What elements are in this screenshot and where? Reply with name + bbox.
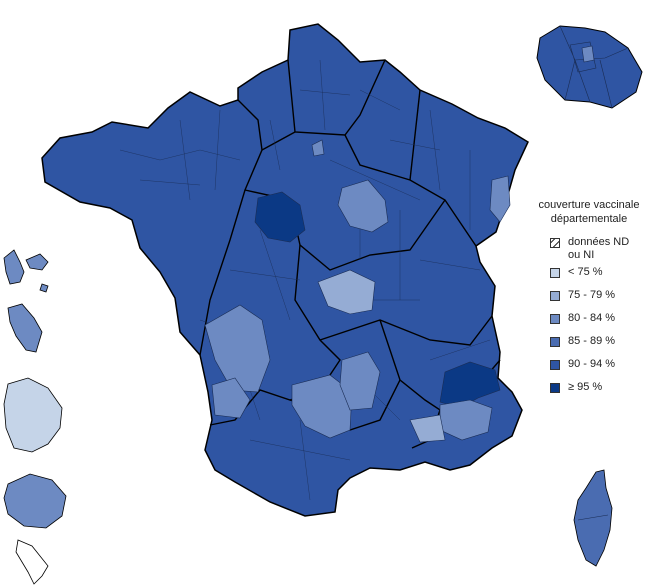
legend-label-line1: < 75 % bbox=[568, 266, 603, 278]
ile-de-france-inset bbox=[536, 25, 643, 109]
legend-label: 80 - 84 % bbox=[568, 312, 615, 325]
legend-label: ≥ 95 % bbox=[568, 381, 602, 394]
department-mid-east bbox=[337, 179, 389, 233]
legend-item: < 75 % bbox=[532, 266, 646, 289]
legend-label-line1: 80 - 84 % bbox=[568, 312, 616, 324]
ile-de-france-borders bbox=[559, 25, 629, 109]
department-light-provence bbox=[409, 414, 446, 443]
legend: couverture vaccinale départementale donn… bbox=[532, 198, 646, 404]
department-mid-midipyrenees bbox=[291, 374, 353, 439]
department-mid-lozere bbox=[339, 351, 381, 411]
legend-item: 75 - 79 % bbox=[532, 289, 646, 312]
legend-label: < 75 % bbox=[568, 266, 603, 279]
department-very-high-centre bbox=[254, 191, 306, 243]
legend-swatch bbox=[550, 383, 560, 393]
legend-swatch bbox=[550, 291, 560, 301]
legend-swatch bbox=[550, 360, 560, 370]
department-mid-southwest bbox=[211, 377, 251, 419]
mayotte bbox=[15, 539, 49, 585]
department-mid-limousin bbox=[204, 304, 271, 393]
legend-title: couverture vaccinale départementale bbox=[532, 198, 646, 226]
legend-item: données ND ou NI bbox=[532, 236, 646, 266]
department-mid-alsace bbox=[489, 175, 511, 223]
department-mid-paris bbox=[311, 139, 325, 157]
department-light-auvergne bbox=[317, 269, 376, 315]
corse bbox=[573, 469, 613, 567]
legend-item: 85 - 89 % bbox=[532, 335, 646, 358]
legend-item: ≥ 95 % bbox=[532, 381, 646, 404]
legend-label: 90 - 94 % bbox=[568, 358, 615, 371]
legend-title-line2: départementale bbox=[550, 213, 628, 225]
martinique bbox=[7, 303, 43, 353]
legend-label: données ND ou NI bbox=[568, 236, 629, 262]
guyane bbox=[3, 377, 63, 453]
paris-inner-dept bbox=[581, 45, 595, 63]
legend-label-line1: ≥ 95 % bbox=[568, 381, 603, 393]
legend-label-line1: données ND bbox=[568, 236, 630, 248]
legend-label-line1: 75 - 79 % bbox=[568, 289, 616, 301]
legend-swatch bbox=[550, 268, 560, 278]
department-very-high-alps bbox=[439, 361, 501, 409]
legend-label-line2: ou NI bbox=[568, 249, 595, 261]
legend-label: 75 - 79 % bbox=[568, 289, 615, 302]
legend-label: 85 - 89 % bbox=[568, 335, 615, 348]
legend-swatch bbox=[550, 238, 560, 248]
legend-item: 80 - 84 % bbox=[532, 312, 646, 335]
corse-dept-border bbox=[577, 514, 609, 521]
legend-swatch bbox=[550, 337, 560, 347]
legend-title-line1: couverture vaccinale bbox=[538, 199, 640, 211]
legend-label-line1: 85 - 89 % bbox=[568, 335, 616, 347]
legend-item: 90 - 94 % bbox=[532, 358, 646, 381]
mainland-france bbox=[41, 23, 529, 517]
guadeloupe bbox=[3, 249, 49, 293]
la-reunion bbox=[3, 473, 67, 529]
legend-swatch bbox=[550, 314, 560, 324]
legend-label-line1: 90 - 94 % bbox=[568, 358, 616, 370]
